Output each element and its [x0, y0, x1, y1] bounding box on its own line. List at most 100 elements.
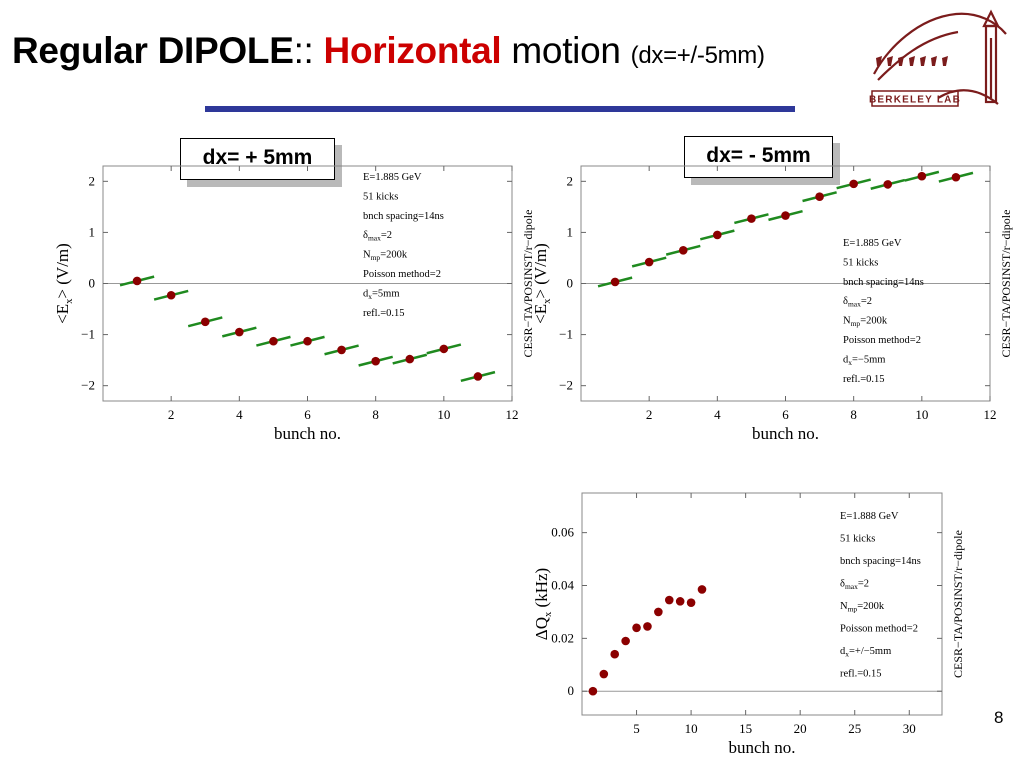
- y-tick-label: 0: [568, 683, 575, 698]
- x-tick-label: 4: [714, 407, 721, 422]
- logo-mark: [887, 56, 893, 66]
- data-point: [599, 669, 609, 679]
- annotation-text: dx=+/−5mm: [840, 646, 891, 659]
- annotation-text: 51 kicks: [843, 257, 878, 268]
- y-axis-label: ΔQx (kHz): [532, 568, 554, 640]
- x-axis-label: bunch no.: [728, 738, 795, 757]
- annotation-text: δmax=2: [363, 230, 392, 243]
- y-tick-label: 2: [89, 173, 96, 188]
- side-label: CESR−TA/POSINST/r−dipole: [951, 530, 965, 678]
- title-paren: (dx=+/-5mm): [630, 42, 765, 69]
- data-point: [697, 585, 707, 594]
- y-tick-label: 0.04: [551, 578, 574, 593]
- annotation-text: refl.=0.15: [840, 669, 882, 680]
- logo-mark: [942, 56, 948, 66]
- x-tick-label: 2: [168, 407, 175, 422]
- annotation-text: Nmp=200k: [840, 601, 885, 614]
- data-point: [166, 290, 176, 300]
- y-axis-label: <Ex> (V/m): [531, 243, 553, 324]
- data-point: [654, 607, 663, 617]
- data-point: [675, 597, 685, 606]
- x-tick-label: 25: [848, 721, 861, 736]
- x-tick-label: 10: [437, 407, 450, 422]
- callout-left: dx= + 5mm: [180, 138, 335, 180]
- x-tick-label: 5: [633, 721, 640, 736]
- side-label: CESR−TA/POSINST/r−dipole: [521, 210, 535, 358]
- data-point: [269, 336, 278, 346]
- annotation-text: δmax=2: [843, 296, 872, 309]
- y-tick-label: −1: [81, 327, 95, 342]
- x-tick-label: 6: [304, 407, 311, 422]
- data-point: [951, 172, 961, 182]
- logo-mark: [909, 56, 915, 66]
- annotation-text: Poisson method=2: [363, 269, 441, 280]
- data-point: [132, 276, 142, 286]
- annotation-text: bnch spacing=14ns: [843, 277, 924, 288]
- data-point: [713, 230, 722, 240]
- x-tick-label: 12: [506, 407, 519, 422]
- data-point: [644, 257, 654, 267]
- data-point: [781, 211, 790, 220]
- data-point: [747, 214, 756, 223]
- title-separator: ::: [293, 30, 314, 71]
- data-point: [610, 649, 620, 659]
- data-point: [849, 179, 858, 189]
- x-tick-label: 4: [236, 407, 243, 422]
- title-highlight: Horizontal: [323, 30, 502, 71]
- x-axis-label: bunch no.: [752, 424, 819, 443]
- y-axis-label: <Ex> (V/m): [53, 243, 75, 324]
- y-tick-label: −2: [81, 378, 95, 393]
- annotation-text: refl.=0.15: [363, 308, 405, 319]
- x-tick-label: 15: [739, 721, 752, 736]
- y-tick-label: 1: [567, 224, 574, 239]
- logo-mark: [931, 56, 937, 66]
- data-point: [917, 171, 927, 181]
- callout-right: dx= - 5mm: [684, 136, 833, 178]
- data-point: [815, 192, 824, 201]
- x-tick-label: 6: [782, 407, 789, 422]
- data-point: [588, 686, 598, 696]
- annotation-text: dx=−5mm: [843, 354, 885, 367]
- y-tick-label: 2: [567, 173, 574, 188]
- data-point: [883, 180, 893, 189]
- data-point: [405, 354, 415, 364]
- logo-text: BERKELEY LAB: [869, 95, 961, 106]
- data-point: [371, 356, 380, 366]
- y-tick-label: 0: [89, 276, 96, 291]
- annotation-text: bnch spacing=14ns: [840, 556, 921, 567]
- data-point: [632, 623, 641, 633]
- logo-mark: [876, 56, 882, 66]
- chart-tune-shift: 5 10 15 20 25 30 0 0.02 0.04 0.06 bunch no. ΔQx (kH…: [532, 492, 965, 757]
- annotation-text: 51 kicks: [840, 534, 875, 545]
- data-point: [686, 598, 696, 607]
- y-tick-label: −2: [559, 378, 573, 393]
- side-label: CESR−TA/POSINST/r−dipole: [999, 210, 1013, 358]
- annotation-text: E=1.885 GeV: [363, 172, 422, 183]
- x-axis-label: bunch no.: [274, 424, 341, 443]
- data-point: [664, 595, 674, 605]
- x-tick-label: 30: [903, 721, 916, 736]
- data-point: [610, 277, 620, 287]
- data-point: [235, 327, 244, 337]
- x-tick-label: 20: [794, 721, 807, 736]
- data-point: [337, 345, 346, 355]
- y-tick-label: 0.02: [551, 630, 574, 645]
- y-tick-label: −1: [559, 327, 573, 342]
- page-number: 8: [994, 708, 1004, 727]
- annotation-text: dx=5mm: [363, 288, 400, 301]
- annotation-text: 51 kicks: [363, 191, 398, 202]
- annotation-text: bnch spacing=14ns: [363, 211, 444, 222]
- plot-frame: [581, 492, 943, 716]
- berkeley-lab-logo: BERKELEY LAB: [869, 9, 1007, 107]
- data-point: [643, 622, 652, 631]
- slide-title: Regular DIPOLE:: Horizontal motion (dx=+…: [12, 30, 765, 72]
- x-tick-label: 8: [372, 407, 379, 422]
- x-tick-label: 8: [850, 407, 857, 422]
- x-tick-label: 10: [915, 407, 928, 422]
- data-point: [621, 636, 630, 646]
- annotation-text: refl.=0.15: [843, 374, 885, 385]
- title-part2: motion: [501, 30, 621, 71]
- data-point: [303, 336, 312, 346]
